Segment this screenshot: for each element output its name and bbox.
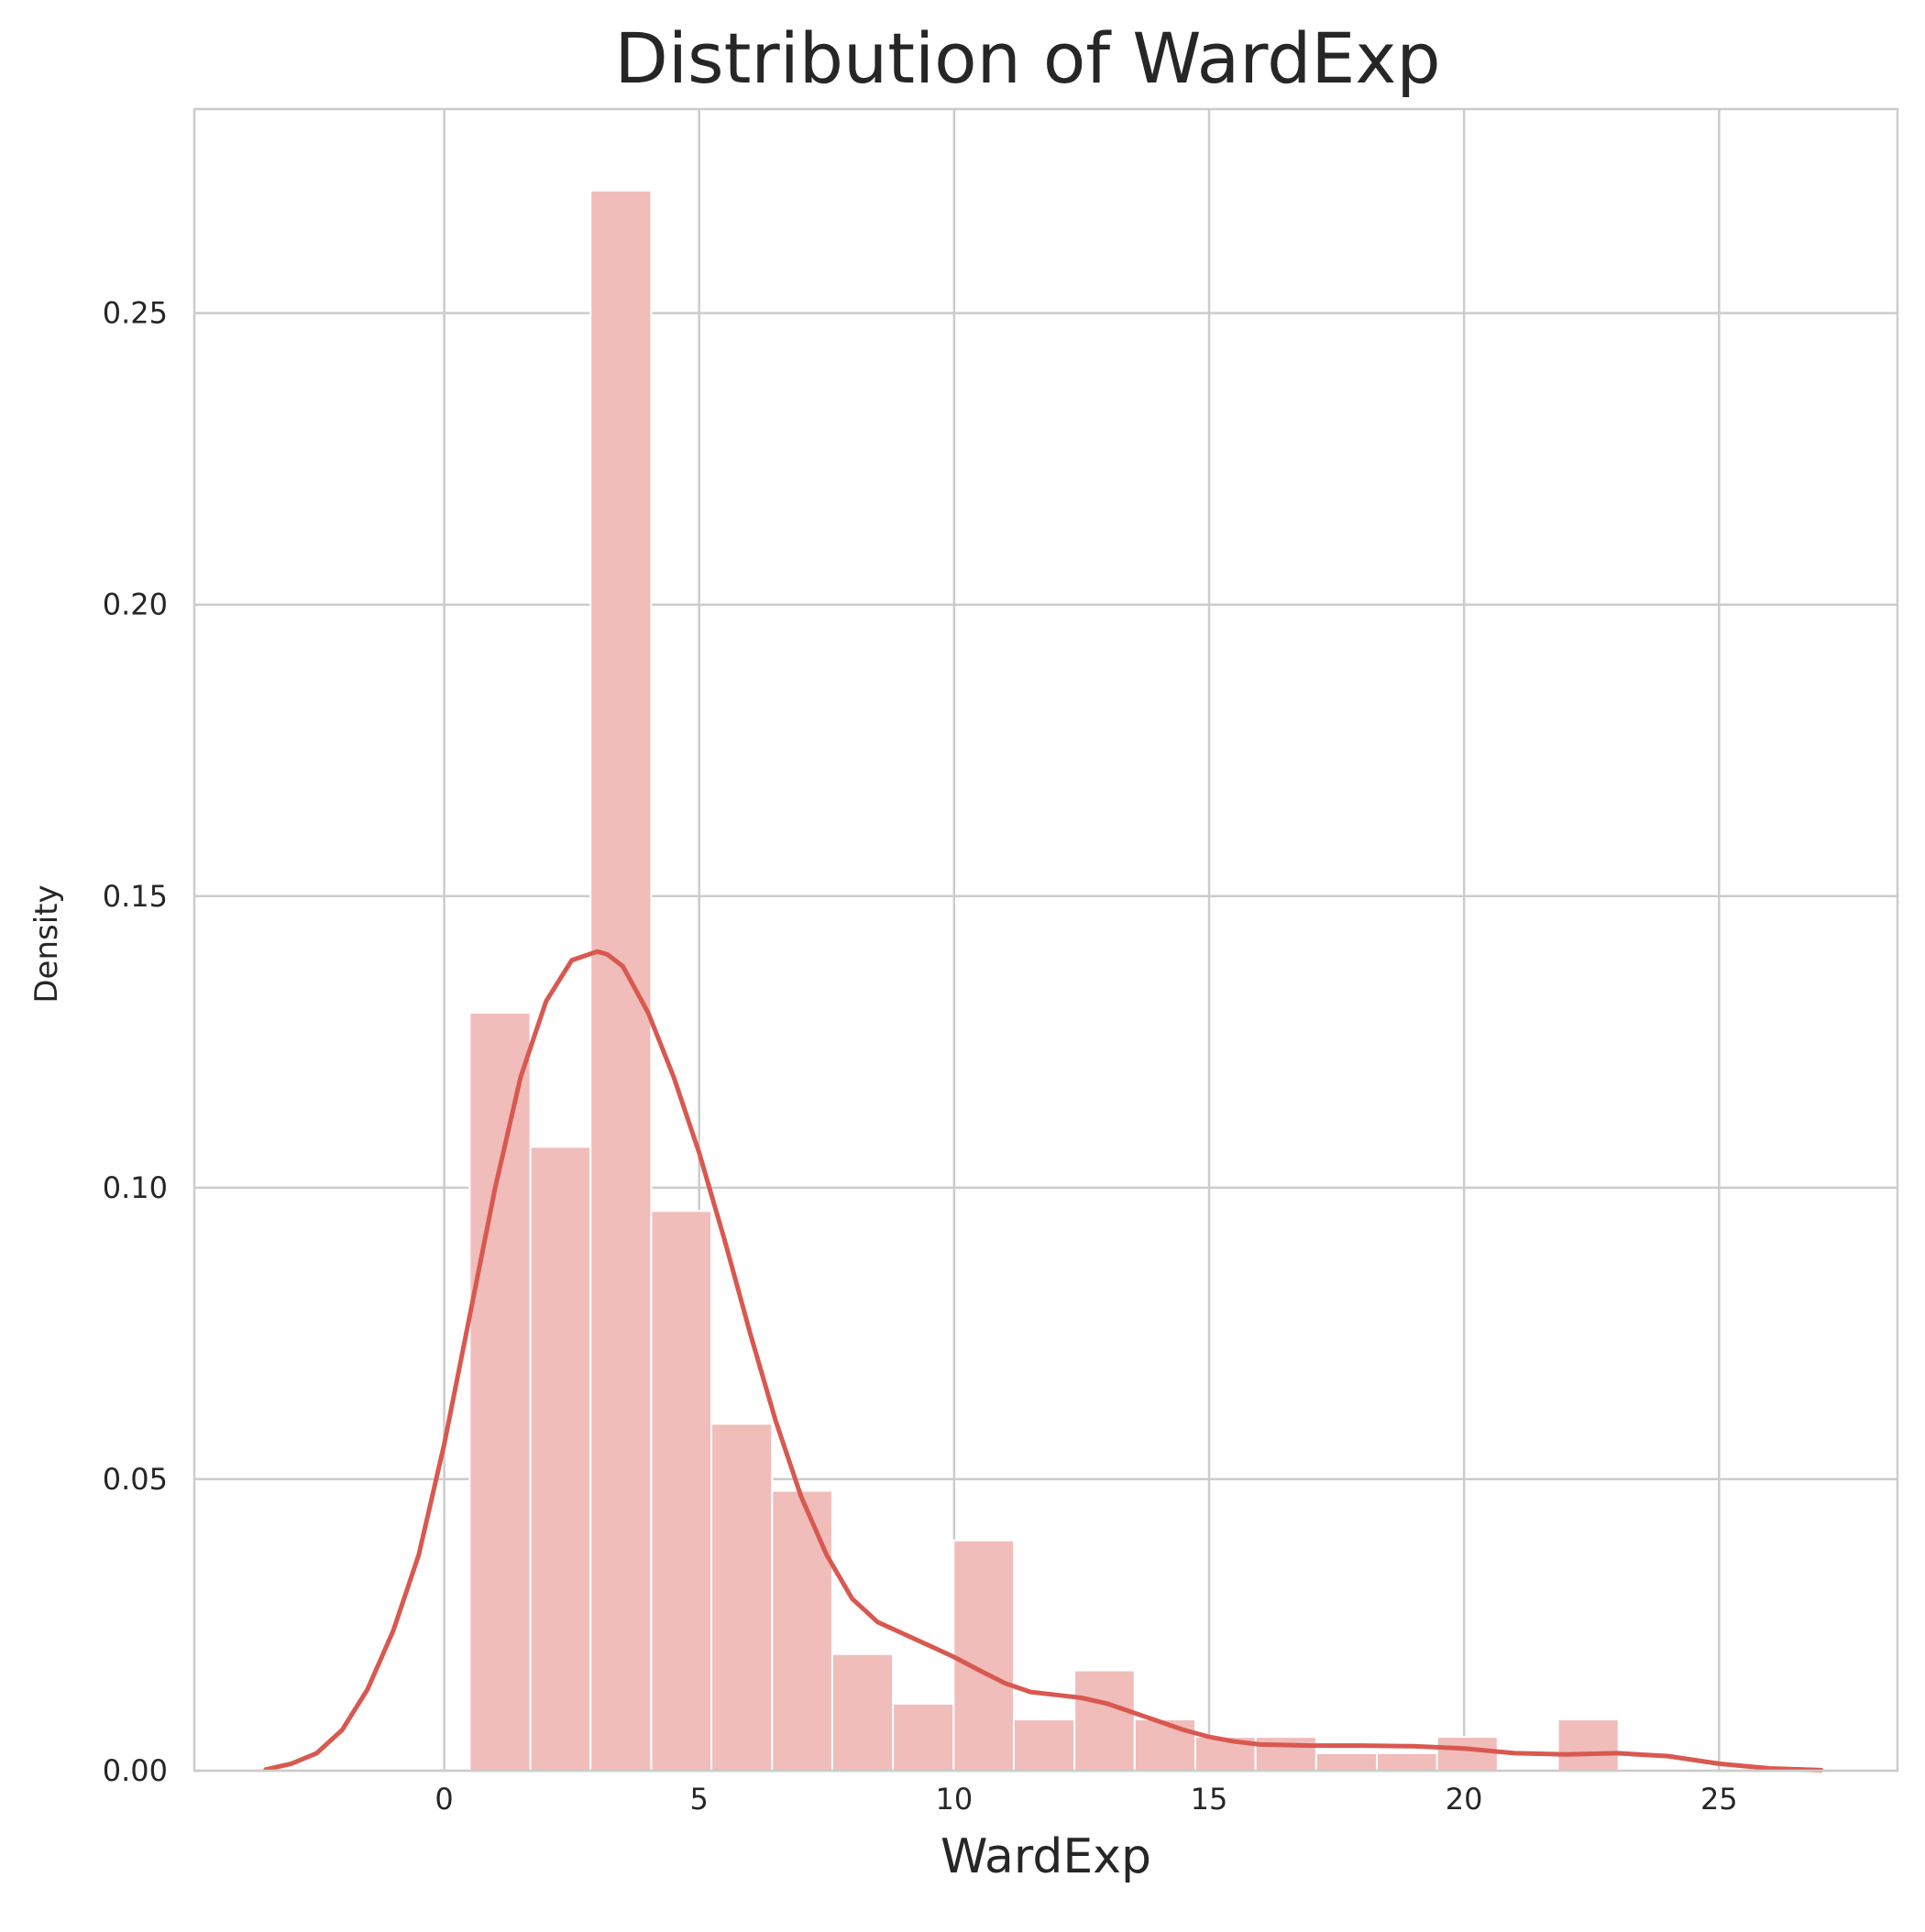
grid [194,109,1898,1773]
y-tick-label-1: 0.05 [103,1462,168,1497]
histogram-bar-14 [1314,1751,1379,1772]
plot-frame [192,107,1899,1773]
x-axis-label: WardExp [940,1829,1151,1884]
histogram-bar-1 [529,1146,592,1772]
x-tick-label-5: 25 [1700,1782,1738,1817]
y-tick-label-4: 0.20 [103,587,168,622]
y-tick-label-0: 0.00 [103,1753,168,1788]
histogram-bar-15 [1376,1751,1438,1772]
kde-curve-group [263,949,1824,1773]
histogram-bar-10 [1073,1669,1136,1772]
y-axis-label: Density [28,884,65,1003]
y-tick-label-2: 0.10 [103,1170,168,1205]
x-tick-label-0: 0 [434,1782,453,1817]
histogram-bar-2 [589,190,653,1772]
histogram-bar-4 [710,1422,774,1772]
histogram-bar-7 [892,1702,955,1773]
y-tick-label-3: 0.15 [103,879,168,914]
histogram-bar-13 [1254,1736,1317,1773]
x-tick-labels: 0 5 10 15 20 25 [434,1782,1737,1817]
chart-title: Distribution of WardExp [614,17,1440,99]
histogram-bar-16 [1436,1736,1499,1773]
x-tick-label-2: 10 [936,1782,974,1817]
histogram-bar-0 [468,1012,532,1773]
histogram-bar-11 [1133,1718,1196,1773]
x-tick-label-3: 15 [1191,1782,1228,1817]
histogram-bar-5 [771,1489,833,1772]
histogram-bar-9 [1012,1718,1076,1773]
x-tick-label-4: 20 [1446,1782,1483,1817]
histogram-bar-18 [1556,1718,1620,1773]
histogram-bar-6 [830,1652,895,1773]
y-tick-labels: 0.00 0.05 0.10 0.15 0.20 0.25 [103,296,168,1788]
y-tick-label-5: 0.25 [103,296,168,331]
histogram-bar-3 [650,1210,713,1773]
x-tick-label-1: 5 [690,1782,709,1817]
kde-line [263,949,1824,1773]
histogram-bar-8 [952,1539,1015,1773]
histogram-bars [468,190,1620,1773]
